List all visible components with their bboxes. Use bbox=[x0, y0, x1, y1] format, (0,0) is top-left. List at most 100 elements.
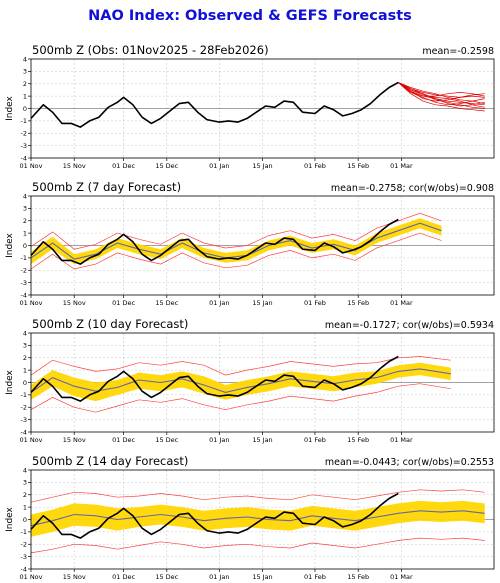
panel-stat: mean=-0.2598 bbox=[422, 46, 494, 57]
ensemble-member-line bbox=[398, 82, 485, 109]
panel-title: 500mb Z (7 day Forecast) bbox=[32, 180, 181, 194]
y-tick-label: 4 bbox=[23, 329, 27, 337]
y-tick-label: -4 bbox=[21, 428, 27, 436]
x-tick-label: 15 Dec bbox=[155, 162, 178, 170]
y-axis-label: Index bbox=[5, 506, 15, 531]
ensemble-member-line bbox=[398, 82, 485, 102]
observed-line bbox=[30, 218, 399, 265]
x-tick-label: 01 Dec bbox=[112, 573, 135, 581]
y-tick-label: 1 bbox=[23, 229, 27, 237]
x-tick-label: 15 Jan bbox=[252, 436, 272, 444]
y-tick-label: -1 bbox=[21, 391, 27, 399]
forecast-lower-bound-line bbox=[30, 232, 442, 270]
main-title: NAO Index: Observed & GEFS Forecasts bbox=[88, 8, 412, 24]
y-tick-label: 0 bbox=[23, 379, 27, 387]
forecast-mean-line bbox=[30, 222, 442, 260]
y-tick-label: -2 bbox=[21, 404, 27, 412]
y-tick-label: -2 bbox=[21, 541, 27, 549]
y-tick-label: -3 bbox=[21, 416, 27, 424]
x-tick-label: 01 Dec bbox=[112, 162, 135, 170]
x-tick-label: 01 Nov bbox=[19, 162, 42, 170]
forecast-upper-bound-line bbox=[30, 489, 485, 503]
y-tick-label: 2 bbox=[23, 491, 27, 499]
y-tick-label: 0 bbox=[23, 105, 27, 113]
y-tick-label: 1 bbox=[23, 366, 27, 374]
y-tick-label: 2 bbox=[23, 354, 27, 362]
y-tick-label: -1 bbox=[21, 117, 27, 125]
ensemble-member-line bbox=[398, 82, 485, 112]
panel-title: 500mb Z (14 day Forecast) bbox=[32, 454, 188, 468]
observed-line bbox=[30, 81, 399, 128]
x-tick-label: 15 Nov bbox=[63, 299, 86, 307]
y-tick-label: -4 bbox=[21, 291, 27, 299]
forecast-spread-band bbox=[31, 362, 451, 402]
forecast-mean-line bbox=[30, 510, 485, 527]
forecast-spread-band bbox=[31, 500, 485, 537]
x-tick-label: 15 Dec bbox=[155, 573, 178, 581]
y-tick-label: 4 bbox=[23, 466, 27, 474]
y-tick-label: 4 bbox=[23, 55, 27, 63]
forecast-lower-bound-line bbox=[30, 537, 485, 554]
x-tick-label: 15 Jan bbox=[252, 299, 272, 307]
x-tick-label: 01 Feb bbox=[304, 573, 326, 581]
x-tick-label: 01 Jan bbox=[209, 162, 229, 170]
y-tick-label: -3 bbox=[21, 279, 27, 287]
panel-title: 500mb Z (Obs: 01Nov2025 - 28Feb2026) bbox=[32, 43, 269, 57]
forecast-upper-bound-line bbox=[30, 356, 451, 376]
y-tick-label: -4 bbox=[21, 565, 27, 573]
y-tick-label: 3 bbox=[23, 479, 27, 487]
y-tick-label: 0 bbox=[23, 242, 27, 250]
x-tick-label: 15 Feb bbox=[347, 162, 369, 170]
x-tick-label: 01 Mar bbox=[390, 436, 413, 444]
y-axis-label: Index bbox=[5, 95, 15, 120]
ensemble-member-line bbox=[398, 82, 485, 108]
y-tick-label: 3 bbox=[23, 205, 27, 213]
panel-stat: mean=-0.2758; cor(w/obs)=0.908 bbox=[331, 183, 494, 194]
y-tick-label: 1 bbox=[23, 503, 27, 511]
forecast-spread-band bbox=[31, 218, 442, 265]
x-tick-label: 01 Jan bbox=[209, 299, 229, 307]
y-axis-label: Index bbox=[5, 232, 15, 257]
forecast-upper-bound-line bbox=[30, 212, 442, 250]
y-tick-label: 3 bbox=[23, 342, 27, 350]
y-tick-label: 4 bbox=[23, 192, 27, 200]
y-tick-label: -1 bbox=[21, 528, 27, 536]
y-tick-label: 2 bbox=[23, 217, 27, 225]
panel-title: 500mb Z (10 day Forecast) bbox=[32, 317, 188, 331]
y-tick-label: 3 bbox=[23, 68, 27, 76]
x-tick-label: 01 Dec bbox=[112, 436, 135, 444]
x-tick-label: 01 Mar bbox=[390, 299, 413, 307]
x-tick-label: 01 Jan bbox=[209, 573, 229, 581]
x-tick-label: 01 Nov bbox=[19, 299, 42, 307]
y-tick-label: -2 bbox=[21, 130, 27, 138]
x-tick-label: 15 Feb bbox=[347, 299, 369, 307]
x-tick-label: 15 Feb bbox=[347, 436, 369, 444]
panel-stat: mean=-0.0443; cor(w/obs)=0.2553 bbox=[325, 457, 494, 468]
x-tick-label: 15 Jan bbox=[252, 162, 272, 170]
observed-line bbox=[30, 355, 399, 402]
observed-line bbox=[30, 492, 399, 539]
y-tick-label: -3 bbox=[21, 553, 27, 561]
x-tick-label: 01 Dec bbox=[112, 299, 135, 307]
y-tick-label: -2 bbox=[21, 267, 27, 275]
x-tick-label: 15 Nov bbox=[63, 162, 86, 170]
x-tick-label: 15 Dec bbox=[155, 436, 178, 444]
x-tick-label: 01 Feb bbox=[304, 299, 326, 307]
ensemble-member-line bbox=[398, 82, 485, 97]
y-axis-label: Index bbox=[5, 369, 15, 394]
y-tick-label: 1 bbox=[23, 92, 27, 100]
x-tick-label: 15 Feb bbox=[347, 573, 369, 581]
x-tick-label: 15 Nov bbox=[63, 436, 86, 444]
y-tick-label: -3 bbox=[21, 142, 27, 150]
x-tick-label: 15 Dec bbox=[155, 299, 178, 307]
y-tick-label: -4 bbox=[21, 154, 27, 162]
x-tick-label: 01 Feb bbox=[304, 162, 326, 170]
x-tick-label: 15 Jan bbox=[252, 573, 272, 581]
forecast-lower-bound-line bbox=[30, 383, 451, 413]
panel-stat: mean=-0.1727; cor(w/obs)=0.5934 bbox=[325, 320, 494, 331]
ensemble-member-line bbox=[398, 82, 485, 106]
y-tick-label: 2 bbox=[23, 80, 27, 88]
x-tick-label: 01 Feb bbox=[304, 436, 326, 444]
x-tick-label: 15 Nov bbox=[63, 573, 86, 581]
